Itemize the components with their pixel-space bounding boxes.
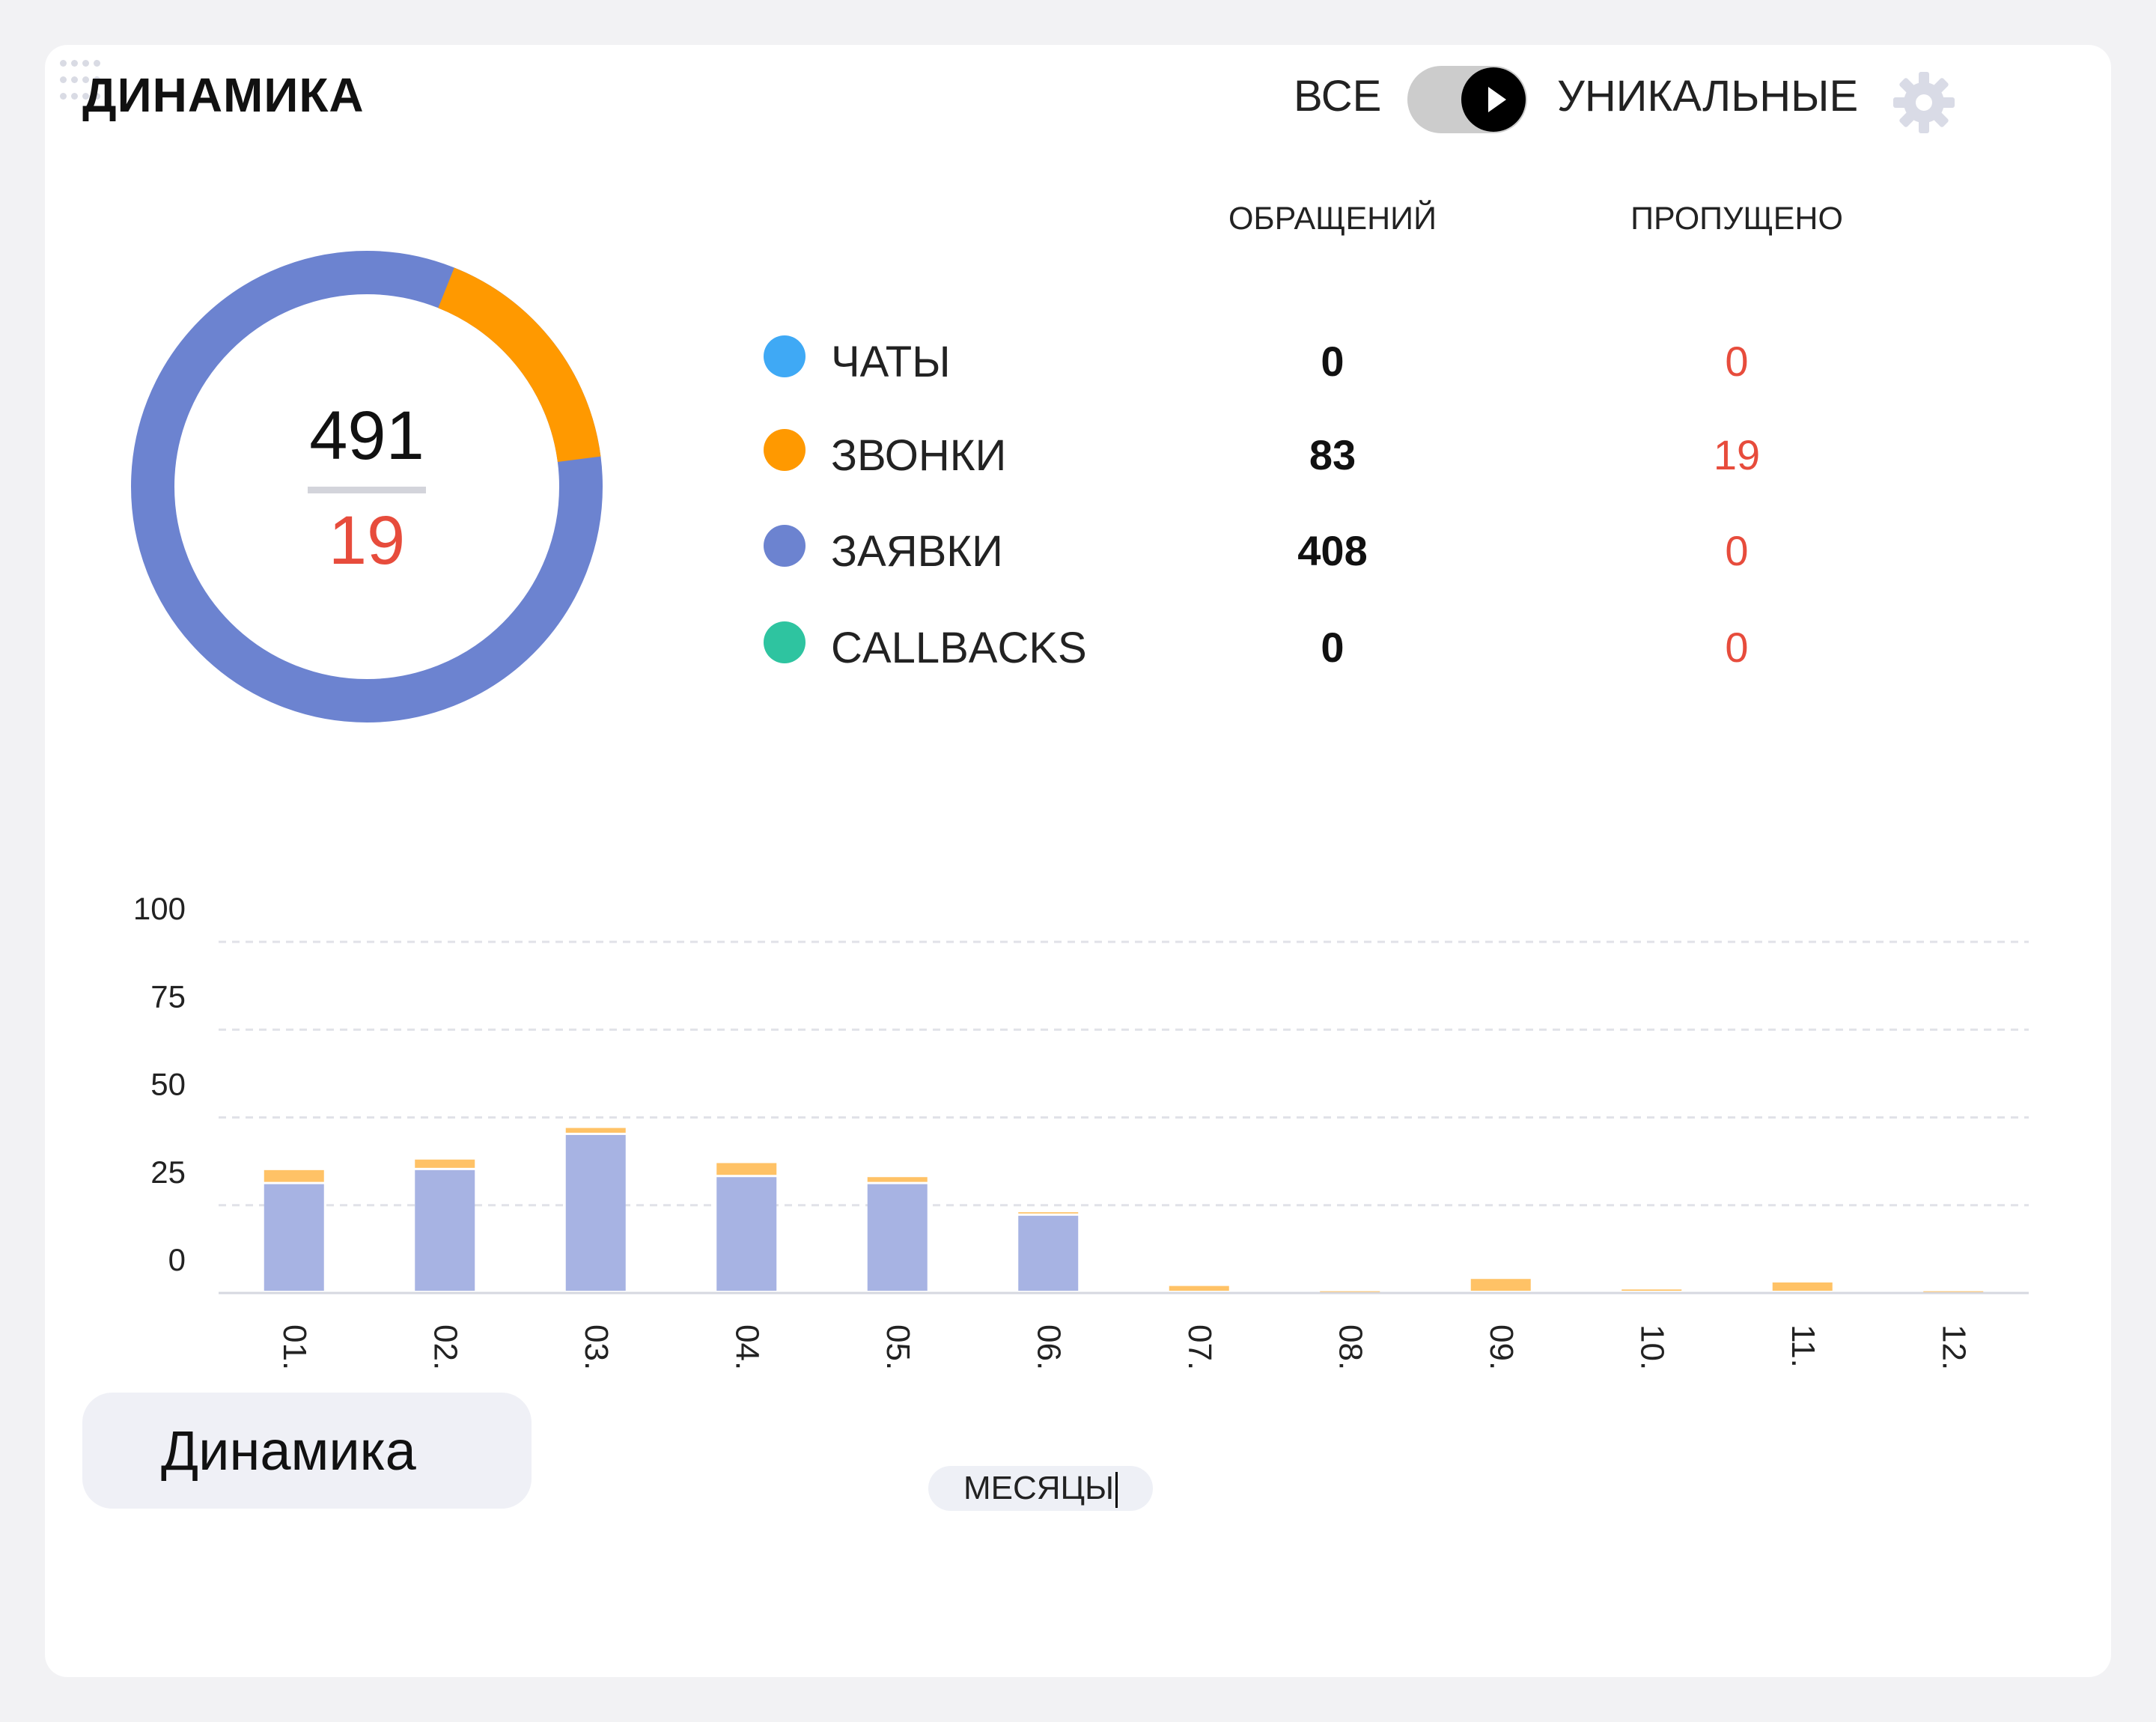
bar-ЗВОНКИ <box>716 1163 777 1175</box>
x-tick-label: 09. <box>1483 1324 1520 1370</box>
legend-dot-icon <box>764 621 806 663</box>
calls-count: 0 <box>1321 624 1345 671</box>
donut-missed: 19 <box>328 502 406 579</box>
calls-count: 0 <box>1321 338 1345 385</box>
bar-ЗВОНКИ <box>415 1159 475 1168</box>
x-tick-label: 02. <box>427 1324 463 1370</box>
bar-ЗВОНКИ <box>264 1169 324 1182</box>
mode-unique-label[interactable]: УНИКАЛЬНЫЕ <box>1557 72 1859 121</box>
donut-segment-calls <box>437 267 601 463</box>
missed-count: 0 <box>1725 624 1749 671</box>
bar-ЗАЯВКИ <box>867 1184 928 1291</box>
donut-total: 491 <box>309 398 424 474</box>
missed-count: 19 <box>1713 431 1761 478</box>
x-tick-label: 08. <box>1332 1324 1368 1370</box>
y-tick-label: 0 <box>168 1242 186 1277</box>
legend-row-requests: ЗАЯВКИ 408 0 <box>764 511 1931 586</box>
donut-divider <box>308 487 426 493</box>
donut-track <box>131 251 603 722</box>
x-axis-title: МЕСЯЦЫ <box>928 1466 1153 1511</box>
widget-title: ДИНАМИКА <box>82 68 365 122</box>
y-tick-label: 75 <box>150 979 186 1014</box>
x-tick-label: 01. <box>276 1324 313 1370</box>
bar-ЗВОНКИ <box>1169 1286 1229 1291</box>
x-tick-label: 07. <box>1181 1324 1218 1370</box>
bar-ЗАЯВКИ <box>565 1134 626 1291</box>
bar-ЗАЯВКИ <box>415 1169 475 1291</box>
y-tick-label: 100 <box>133 891 186 926</box>
x-tick-label: 03. <box>578 1324 615 1370</box>
x-tick-label: 05. <box>880 1324 916 1370</box>
bar-ЗВОНКИ <box>565 1128 626 1133</box>
gear-icon[interactable] <box>1890 69 1958 136</box>
mode-all-label[interactable]: ВСЕ <box>1294 72 1382 121</box>
bar-ЗАЯВКИ <box>264 1184 324 1291</box>
legend-dot-icon <box>764 429 806 471</box>
bar-ЗВОНКИ <box>1621 1289 1682 1291</box>
missed-count: 0 <box>1725 338 1749 385</box>
calls-count: 83 <box>1309 431 1356 478</box>
x-tick-label: 04. <box>728 1324 765 1370</box>
drag-handle-icon[interactable] <box>60 60 105 105</box>
legend-row-calls: ЗВОНКИ 83 19 <box>764 416 1931 490</box>
play-icon <box>1488 87 1506 112</box>
missed-count: 0 <box>1725 527 1749 574</box>
legend-row-callbacks: CALLBACKS 0 0 <box>764 608 1931 683</box>
bar-ЗАЯВКИ <box>716 1177 777 1291</box>
x-tick-label: 06. <box>1030 1324 1067 1370</box>
toggle-knob[interactable] <box>1461 67 1526 132</box>
bar-ЗАЯВКИ <box>1018 1215 1079 1291</box>
legend-label: CALLBACKS <box>831 624 1087 672</box>
legend-dot-icon <box>764 335 806 377</box>
legend-row-chats: ЧАТЫ 0 0 <box>764 322 1931 397</box>
legend-label: ЗВОНКИ <box>831 431 1007 480</box>
donut-chart <box>131 251 603 722</box>
legend-dot-icon <box>764 525 806 567</box>
column-header-missed: ПРОПУЩЕНО <box>1630 201 1843 237</box>
column-header-calls: ОБРАЩЕНИЙ <box>1228 201 1437 237</box>
legend-label: ЧАТЫ <box>831 338 951 386</box>
x-tick-label: 10. <box>1633 1324 1670 1370</box>
mode-toggle[interactable] <box>1407 66 1527 133</box>
bar-ЗВОНКИ <box>867 1177 928 1182</box>
x-tick-label: 11. <box>1785 1324 1821 1368</box>
y-tick-label: 50 <box>150 1067 186 1102</box>
bar-ЗВОНКИ <box>1772 1282 1833 1291</box>
dynamics-tab-button[interactable]: Динамика <box>82 1393 532 1509</box>
calls-count: 408 <box>1297 527 1368 574</box>
bar-ЗВОНКИ <box>1018 1212 1079 1214</box>
legend-label: ЗАЯВКИ <box>831 527 1003 576</box>
bar-ЗВОНКИ <box>1470 1279 1531 1291</box>
y-tick-label: 25 <box>150 1154 186 1190</box>
x-tick-label: 12. <box>1935 1324 1972 1370</box>
